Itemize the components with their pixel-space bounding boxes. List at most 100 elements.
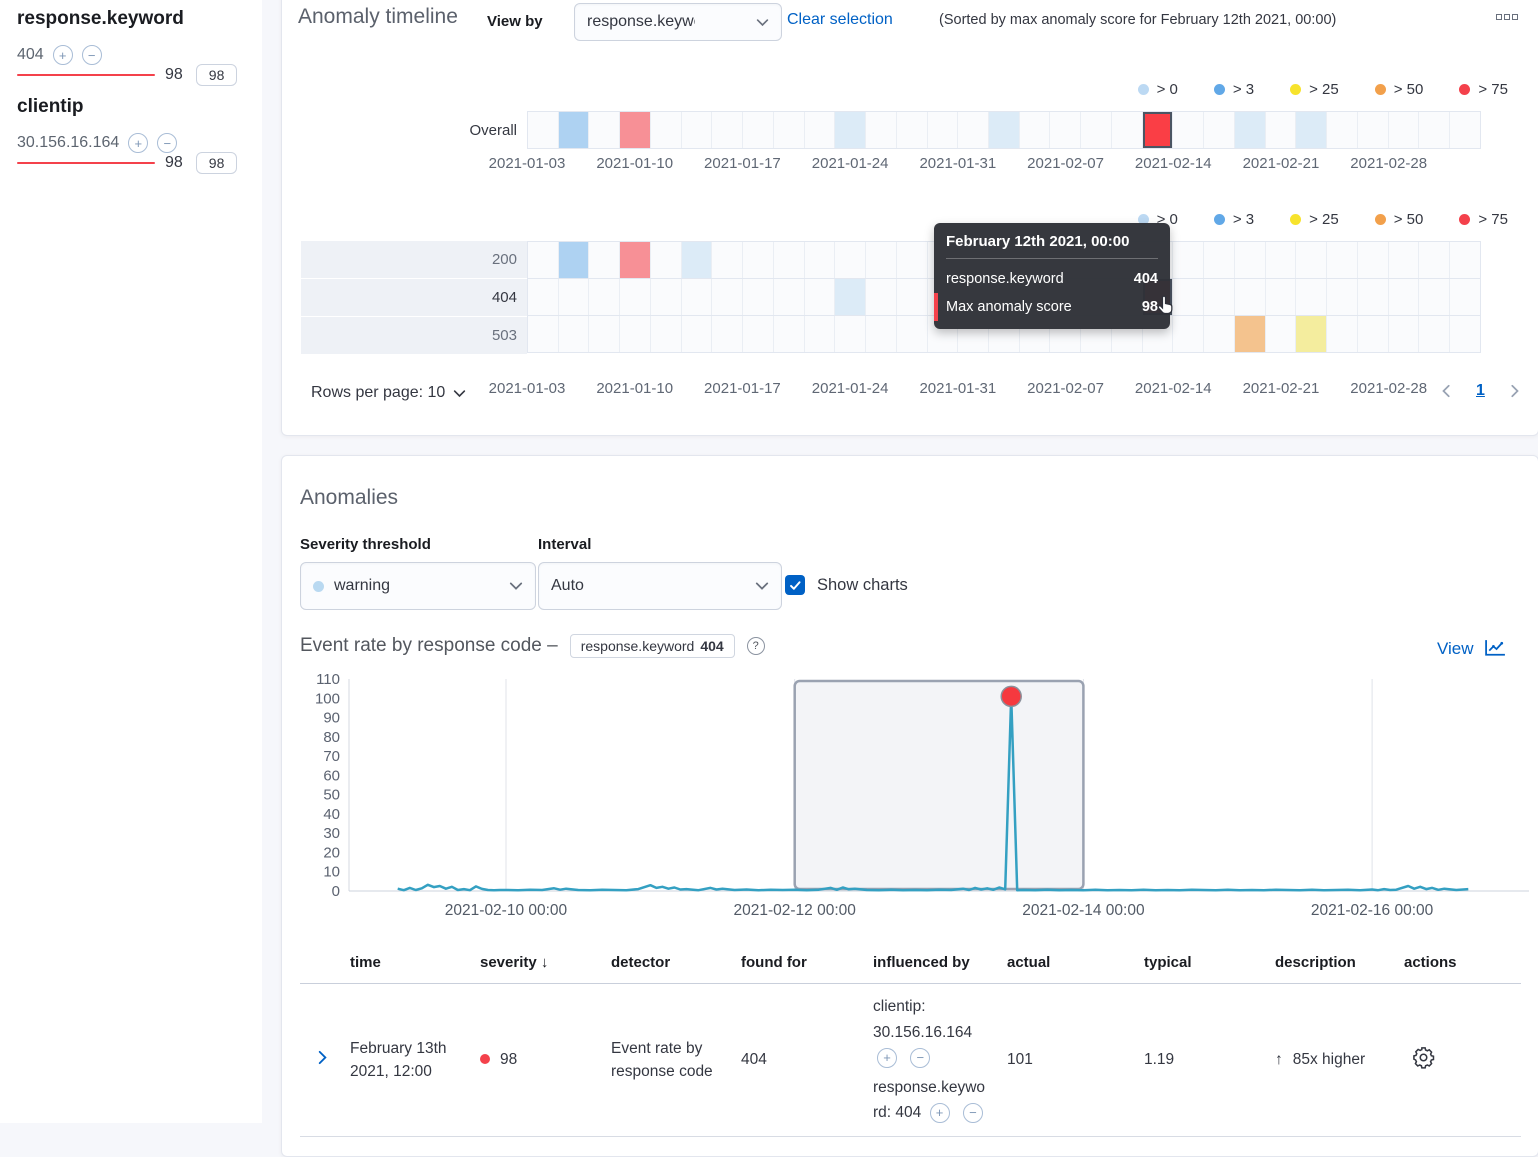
swimlane-cell[interactable] xyxy=(1450,316,1480,352)
swimlane-cell[interactable] xyxy=(712,112,744,148)
swimlane-cell[interactable] xyxy=(712,316,744,352)
column-header-time[interactable]: time xyxy=(344,946,474,984)
swimlane-cell[interactable] xyxy=(1234,316,1266,352)
swimlane-cell[interactable] xyxy=(928,316,959,352)
swimlane-cell[interactable] xyxy=(1143,316,1174,352)
swimlane-cell[interactable] xyxy=(1419,242,1451,278)
swimlane-label-200[interactable]: 200 xyxy=(301,241,527,278)
swimlane-cell[interactable] xyxy=(1081,316,1112,352)
swimlane-cell[interactable] xyxy=(589,242,621,278)
swimlane-cell[interactable] xyxy=(743,316,774,352)
gear-icon[interactable] xyxy=(1412,1046,1435,1069)
swimlane-cell[interactable] xyxy=(681,242,713,278)
swimlane-cell[interactable] xyxy=(620,242,651,278)
swimlane-cell[interactable] xyxy=(1234,112,1266,148)
swimlane-cell[interactable] xyxy=(528,316,559,352)
swimlane-cell[interactable] xyxy=(1143,242,1174,278)
swimlane-cell[interactable] xyxy=(1112,112,1143,148)
swimlane-cell[interactable] xyxy=(1419,112,1451,148)
swimlane-cell[interactable] xyxy=(1266,279,1297,315)
swimlane-cell[interactable] xyxy=(1204,242,1235,278)
swimlane-cell[interactable] xyxy=(897,279,928,315)
rows-per-page-button[interactable]: Rows per page: 10 xyxy=(311,384,466,402)
swimlane-cell[interactable] xyxy=(620,112,651,148)
swimlane-cell[interactable] xyxy=(1050,112,1082,148)
swimlane-cell[interactable] xyxy=(1358,242,1389,278)
swimlane-cell[interactable] xyxy=(1266,112,1297,148)
swimlane-cell[interactable] xyxy=(835,242,867,278)
swimlane-cell[interactable] xyxy=(866,279,897,315)
add-filter-icon[interactable]: + xyxy=(929,1102,950,1123)
event-rate-chart[interactable]: 2021-02-10 00:00 2021-02-12 00:00 2021-02-… xyxy=(282,661,1538,929)
remove-filter-icon[interactable]: − xyxy=(910,1047,931,1068)
swimlane-cell[interactable] xyxy=(558,242,590,278)
swimlane-cell[interactable] xyxy=(1112,316,1143,352)
swimlane-cell[interactable] xyxy=(1173,112,1205,148)
swimlane-cell[interactable] xyxy=(958,112,990,148)
column-header-found-for[interactable]: found for xyxy=(735,946,867,984)
chart-filter-badge[interactable]: response.keyword 404 xyxy=(569,634,735,658)
swimlane-cell[interactable] xyxy=(805,242,836,278)
swimlane-cell[interactable] xyxy=(1327,279,1358,315)
swimlane-cell[interactable] xyxy=(528,112,559,148)
column-header-typical[interactable]: typical xyxy=(1138,946,1269,984)
swimlane-cell[interactable] xyxy=(528,279,559,315)
swimlane-cell[interactable] xyxy=(866,112,897,148)
swimlane-cell[interactable] xyxy=(1389,242,1420,278)
swimlane-cell[interactable] xyxy=(1389,279,1420,315)
show-charts-checkbox[interactable] xyxy=(785,575,805,595)
remove-filter-icon[interactable]: − xyxy=(81,45,102,65)
interval-select[interactable]: Auto xyxy=(538,562,782,610)
severity-threshold-select[interactable]: warning xyxy=(300,562,536,610)
view-link[interactable]: View xyxy=(1437,638,1474,658)
swimlane-cell[interactable] xyxy=(528,242,559,278)
add-filter-icon[interactable]: + xyxy=(52,45,73,65)
swimlane-cell[interactable] xyxy=(1235,242,1266,278)
swimlane-cell[interactable] xyxy=(558,112,590,148)
swimlane-cell[interactable] xyxy=(1450,279,1480,315)
swimlane-cell[interactable] xyxy=(1050,316,1082,352)
swimlane-cell[interactable] xyxy=(1204,279,1235,315)
swimlane-cell[interactable] xyxy=(743,112,774,148)
swimlane-cell[interactable] xyxy=(682,112,713,148)
swimlane-cell[interactable] xyxy=(651,242,682,278)
swimlane-cell[interactable] xyxy=(651,112,682,148)
remove-filter-icon[interactable]: − xyxy=(157,133,178,153)
swimlane-cell[interactable] xyxy=(1081,112,1112,148)
swimlane-cell[interactable] xyxy=(835,112,867,148)
swimlane-cell[interactable] xyxy=(1266,242,1297,278)
swimlane-cell[interactable] xyxy=(1204,112,1235,148)
question-in-circle-icon[interactable]: ? xyxy=(746,637,765,655)
column-header-description[interactable]: description xyxy=(1269,946,1398,984)
swimlane-cell[interactable] xyxy=(1173,279,1205,315)
column-header-influenced-by[interactable]: influenced by xyxy=(867,946,1001,984)
swimlane-cell[interactable] xyxy=(1419,316,1451,352)
swimlane-cell[interactable] xyxy=(589,279,621,315)
swimlane-cell[interactable] xyxy=(589,112,621,148)
swimlane-cell[interactable] xyxy=(1389,316,1420,352)
swimlane-cell[interactable] xyxy=(774,242,805,278)
swimlane-cell[interactable] xyxy=(1296,112,1328,148)
expand-row-icon[interactable] xyxy=(315,1050,330,1065)
swimlane-cell[interactable] xyxy=(1327,112,1358,148)
column-header-actions[interactable]: actions xyxy=(1398,946,1521,984)
swimlane-cell[interactable] xyxy=(866,316,897,352)
swimlane-cell[interactable] xyxy=(897,316,928,352)
next-page-icon[interactable] xyxy=(1507,384,1521,398)
swimlane-cell[interactable] xyxy=(651,316,682,352)
swimlane-cell[interactable] xyxy=(989,316,1020,352)
column-header-actual[interactable]: actual xyxy=(1001,946,1138,984)
swimlane-cell[interactable] xyxy=(743,242,774,278)
add-filter-icon[interactable]: + xyxy=(877,1047,897,1068)
swimlane-cell[interactable] xyxy=(1266,316,1297,352)
swimlane-cell[interactable] xyxy=(774,316,805,352)
swimlane-cell[interactable] xyxy=(1389,112,1420,148)
prev-page-icon[interactable] xyxy=(1440,384,1454,398)
swimlane-label-404[interactable]: 404 xyxy=(301,279,527,316)
add-filter-icon[interactable]: + xyxy=(128,133,149,153)
swimlane-cell[interactable] xyxy=(958,316,990,352)
swimlane-cell[interactable] xyxy=(835,279,867,315)
swimlane-cell[interactable] xyxy=(866,242,897,278)
swimlane-cell[interactable] xyxy=(897,112,928,148)
column-header-detector[interactable]: detector xyxy=(605,946,735,984)
